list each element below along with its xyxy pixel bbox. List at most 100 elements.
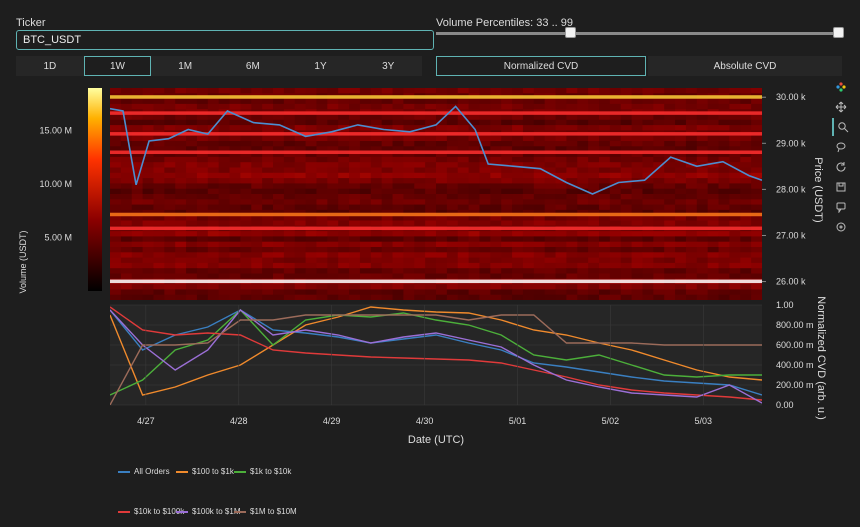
heatmap-cell xyxy=(740,194,752,200)
percentile-low-handle[interactable] xyxy=(564,27,576,38)
heatmap-cell xyxy=(349,162,361,168)
heatmap-cell xyxy=(642,262,654,269)
heatmap-cell xyxy=(414,257,426,264)
period-tab-6m[interactable]: 6M xyxy=(219,56,287,76)
heatmap-cell xyxy=(381,88,394,94)
heatmap-cell xyxy=(370,289,383,296)
normalized-cvd-button[interactable]: Normalized CVD xyxy=(436,56,646,76)
heatmap-cell xyxy=(164,252,176,259)
heatmap-cell xyxy=(142,252,154,259)
heatmap-cell xyxy=(153,125,165,131)
legend-item[interactable]: $1M to $10M xyxy=(234,507,297,516)
comment-icon[interactable] xyxy=(832,198,850,216)
heatmap-cell xyxy=(186,284,198,290)
heatmap-cell xyxy=(512,119,524,126)
heatmap-cell xyxy=(512,135,524,142)
target-icon[interactable] xyxy=(832,218,850,236)
heatmap-cell xyxy=(609,151,622,158)
heatmap-cell xyxy=(359,172,372,179)
heatmap-cell xyxy=(609,141,622,147)
heatmap-cell xyxy=(436,289,448,296)
heatmap-cell xyxy=(110,294,122,300)
period-tab-1w[interactable]: 1W xyxy=(83,56,152,76)
heatmap-cell xyxy=(110,247,122,253)
heatmap-cell xyxy=(327,103,339,110)
heatmap-cell xyxy=(620,252,633,259)
heatmap-cell xyxy=(588,252,600,259)
heatmap-cell xyxy=(175,252,187,259)
heatmap-cell xyxy=(718,98,730,105)
heatmap-cell xyxy=(707,88,720,94)
heatmap-cell xyxy=(588,241,600,248)
heatmap-cell xyxy=(392,294,404,300)
heatmap-cell xyxy=(196,257,209,264)
percentile-slider[interactable] xyxy=(436,27,844,38)
heatmap-cell xyxy=(131,204,144,211)
heatmap-cell xyxy=(685,257,698,264)
period-tab-1m[interactable]: 1M xyxy=(151,56,220,76)
heatmap-cell xyxy=(653,284,665,290)
heatmap-cell xyxy=(664,125,676,131)
x-tick-label: 4/28 xyxy=(230,416,248,426)
heatmap-cell xyxy=(631,156,643,163)
heatmap-cell xyxy=(718,273,730,280)
heatmap-cell xyxy=(446,257,459,264)
heatmap-cell xyxy=(283,241,296,248)
heatmap-cell xyxy=(327,119,339,126)
heatmap-cell xyxy=(164,194,176,200)
heatmap-cell xyxy=(566,199,578,206)
heatmap-cell xyxy=(283,268,296,274)
legend-label: $1k to $10k xyxy=(250,467,292,476)
absolute-cvd-button[interactable]: Absolute CVD xyxy=(648,56,842,76)
plotly-logo-icon[interactable] xyxy=(832,78,850,96)
period-tab-3y[interactable]: 3Y xyxy=(354,56,423,76)
heatmap-cell xyxy=(729,135,741,142)
lasso-icon[interactable] xyxy=(832,138,850,156)
heatmap-cell xyxy=(414,284,426,290)
percentile-high-handle[interactable] xyxy=(832,27,844,38)
zoom-icon[interactable] xyxy=(832,118,852,136)
cvd-series-line xyxy=(110,309,762,396)
legend-item[interactable]: $100k to $1M xyxy=(176,507,240,516)
heatmap-cell xyxy=(446,141,459,147)
reset-icon[interactable] xyxy=(832,158,850,176)
legend-item[interactable]: All Orders xyxy=(118,467,170,476)
heatmap-cell xyxy=(240,257,252,264)
ticker-input[interactable] xyxy=(16,30,434,50)
heatmap-cell xyxy=(685,284,698,290)
heatmap-cell xyxy=(664,151,676,158)
heatmap-cell xyxy=(142,103,154,110)
heatmap-cell xyxy=(479,103,491,110)
heatmap-cell xyxy=(718,220,730,227)
heatmap-cell xyxy=(153,294,165,300)
heatmap-cell xyxy=(370,114,383,121)
heatmap-cell xyxy=(175,236,187,243)
heatmap-cell xyxy=(685,204,698,211)
heatmap-cell xyxy=(468,151,480,158)
heatmap-cell xyxy=(490,204,502,211)
heatmap-cell xyxy=(631,268,643,274)
heatmap-cell xyxy=(349,114,361,121)
legend-item[interactable]: $1k to $10k xyxy=(234,467,291,476)
pan-icon[interactable] xyxy=(832,98,850,116)
heatmap-cell xyxy=(718,167,730,174)
heatmap-cell xyxy=(338,289,350,296)
heatmap-cell xyxy=(120,262,133,269)
heatmap-cell xyxy=(251,289,263,296)
heatmap-cell xyxy=(283,103,296,110)
heatmap-cell xyxy=(685,156,698,163)
legend-item[interactable]: $10k to $100k xyxy=(118,507,184,516)
heatmap-cell xyxy=(446,294,459,300)
heatmap-cell xyxy=(675,135,687,142)
heatmap-cell xyxy=(533,119,546,126)
heatmap-cell xyxy=(316,204,328,211)
heatmap-cell xyxy=(273,103,285,110)
heatmap-cell xyxy=(251,247,263,253)
heatmap-cell xyxy=(186,114,198,121)
heatmap-cell xyxy=(718,268,730,274)
download-icon[interactable] xyxy=(832,178,850,196)
period-tab-1d[interactable]: 1D xyxy=(16,56,84,76)
legend-item[interactable]: $100 to $1k xyxy=(176,467,234,476)
period-tab-1y[interactable]: 1Y xyxy=(286,56,355,76)
heatmap-cell xyxy=(370,284,383,290)
